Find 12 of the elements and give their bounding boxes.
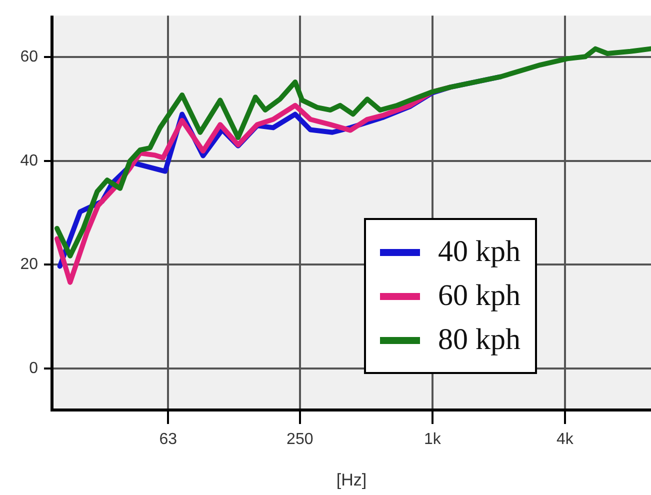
legend-label: 80 kph <box>438 323 520 357</box>
x-tick-label: 4k <box>556 431 574 448</box>
y-tick-label: 40 <box>20 152 38 170</box>
x-axis-title: [Hz] <box>336 470 367 490</box>
x-tick-label: 1k <box>424 431 442 448</box>
x-tick-label: 63 <box>159 431 178 448</box>
y-tick-label: 20 <box>20 256 38 274</box>
y-tick-label: 0 <box>29 360 38 377</box>
legend-label: 40 kph <box>438 235 520 269</box>
y-tick-label: 60 <box>20 48 38 66</box>
x-tick-label: 250 <box>286 431 314 448</box>
legend-label: 60 kph <box>438 279 520 313</box>
